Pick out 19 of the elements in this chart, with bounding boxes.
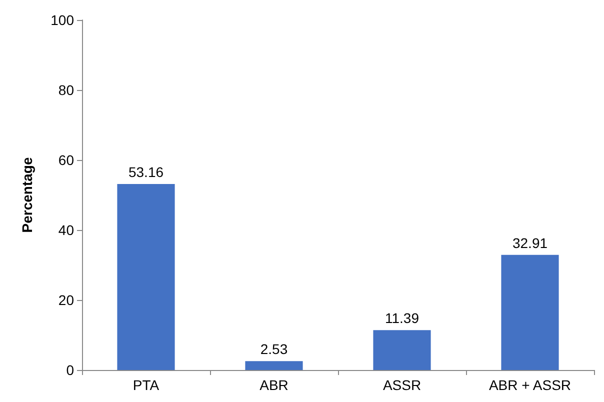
bar bbox=[245, 361, 303, 370]
y-tick-label: 60 bbox=[58, 152, 74, 168]
data-label: 32.91 bbox=[512, 234, 548, 251]
x-tick-label: ABR bbox=[260, 377, 288, 393]
y-tick-label: 80 bbox=[58, 82, 74, 98]
y-axis-title: Percentage bbox=[19, 157, 35, 233]
x-tick-label: ABR + ASSR bbox=[488, 377, 572, 393]
bar bbox=[117, 184, 175, 370]
y-tick-label: 0 bbox=[66, 362, 74, 378]
y-tick-label: 20 bbox=[58, 292, 74, 308]
data-label: 2.53 bbox=[260, 341, 288, 358]
data-label: 11.39 bbox=[385, 310, 420, 326]
x-tick-label: ASSR bbox=[382, 377, 422, 393]
bar bbox=[501, 254, 559, 370]
y-tick-label: 40 bbox=[58, 222, 74, 238]
bar bbox=[373, 330, 431, 370]
y-tick-label: 100 bbox=[50, 12, 74, 28]
data-label: 53.16 bbox=[128, 164, 164, 180]
x-tick-label: PTA bbox=[132, 377, 160, 393]
